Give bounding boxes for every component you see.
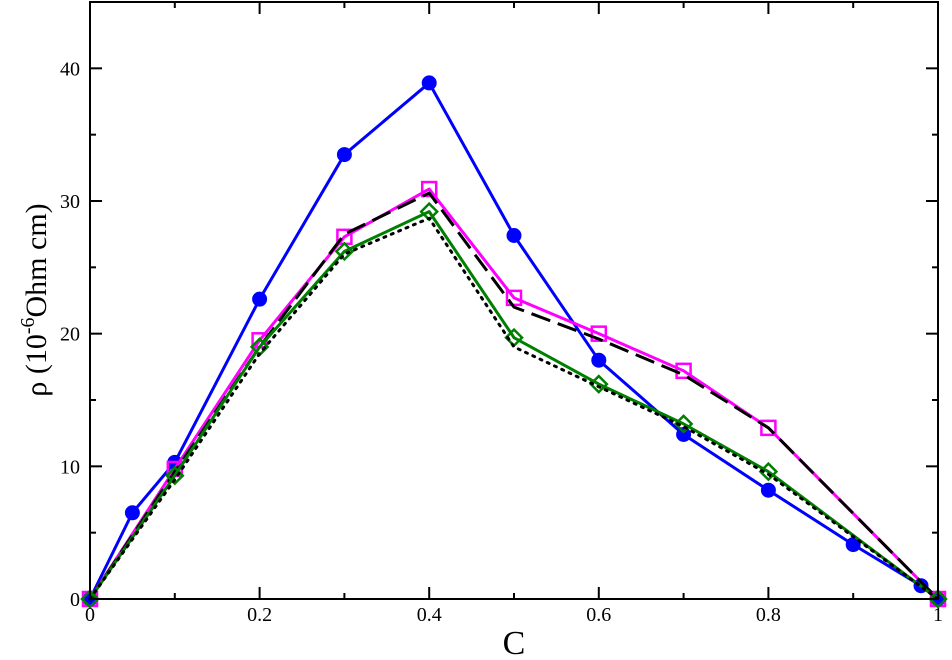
data-point [589,374,609,394]
series-0 [82,75,946,607]
series-line [88,187,940,601]
x-tick-label: 1 [933,604,943,626]
series-line [88,216,940,601]
data-point [80,589,100,609]
x-axis-title: C [503,625,526,660]
series-layer [80,75,948,609]
data-point [252,291,268,307]
data-point [591,352,607,368]
data-point [760,419,777,437]
data-point [758,461,779,482]
series-line [88,191,940,601]
data-point [124,505,140,521]
series-2 [88,191,940,601]
y-axis-title-exponent: -6 [17,318,39,335]
ticks-layer [89,2,939,600]
x-tick-label: 0.2 [247,604,272,626]
data-point [420,180,438,198]
plot-frame [89,1,939,600]
series-1 [81,180,947,608]
data-point [336,147,352,163]
y-axis-title: ρ (10-6Ohm cm) [17,203,53,396]
series-4 [88,216,940,601]
y-tick-label: 10 [60,456,80,478]
y-tick-label: 30 [60,191,80,213]
y-tick-label: 40 [60,58,80,80]
x-tick-label: 0.6 [586,604,611,626]
y-tick-label: 20 [60,324,80,346]
data-point [506,227,522,243]
y-tick-label: 0 [70,589,80,611]
series-line [88,81,939,601]
y-axis-title-suffix: Ohm cm) [20,203,53,317]
x-tick-label: 0.8 [756,604,781,626]
data-point [928,589,948,609]
x-tick-label: 0.4 [417,604,442,626]
data-point [676,426,692,442]
data-point [334,241,355,262]
data-point [760,482,776,498]
series-line [88,210,939,601]
y-axis-title-prefix: ρ (10 [20,334,53,396]
data-point [673,414,694,434]
series-3 [80,201,948,609]
data-point [421,75,437,91]
data-point [590,325,608,342]
x-tick-label: 0 [85,604,95,626]
